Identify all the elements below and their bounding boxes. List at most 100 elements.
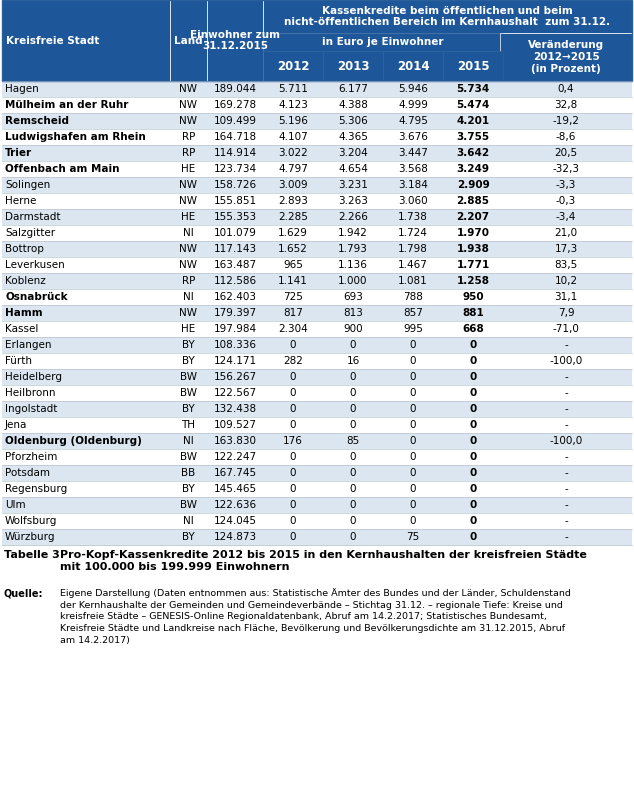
Text: 0: 0 <box>410 404 417 414</box>
Text: 31,1: 31,1 <box>554 292 578 302</box>
Bar <box>2 257 632 273</box>
Text: Darmstadt: Darmstadt <box>5 212 60 222</box>
Text: RP: RP <box>182 148 195 158</box>
Bar <box>383 51 443 81</box>
Text: 3.568: 3.568 <box>398 164 428 174</box>
Text: 0: 0 <box>290 468 296 478</box>
Bar <box>207 0 263 81</box>
Bar <box>2 129 632 145</box>
Bar <box>263 0 632 33</box>
Text: 0: 0 <box>469 340 477 350</box>
Text: BW: BW <box>180 388 197 398</box>
Text: 0: 0 <box>469 468 477 478</box>
Text: 124.045: 124.045 <box>214 516 257 526</box>
Text: 2.909: 2.909 <box>456 180 489 190</box>
Text: -: - <box>564 500 568 510</box>
Text: 1.738: 1.738 <box>398 212 428 222</box>
Text: HE: HE <box>181 324 196 334</box>
Text: NW: NW <box>179 196 198 206</box>
Text: 6.177: 6.177 <box>338 84 368 94</box>
Text: 123.734: 123.734 <box>214 164 257 174</box>
Text: Koblenz: Koblenz <box>5 276 46 286</box>
Text: Trier: Trier <box>5 148 32 158</box>
Text: 0: 0 <box>350 500 356 510</box>
Text: Fürth: Fürth <box>5 356 32 366</box>
Text: 1.798: 1.798 <box>398 244 428 254</box>
Text: 0,4: 0,4 <box>558 84 574 94</box>
Text: NI: NI <box>183 436 194 446</box>
Text: 0: 0 <box>290 420 296 430</box>
Text: 1.081: 1.081 <box>398 276 428 286</box>
Text: 1.938: 1.938 <box>456 244 489 254</box>
Text: 3.249: 3.249 <box>456 164 489 174</box>
Text: 0: 0 <box>410 436 417 446</box>
Text: 1.771: 1.771 <box>456 260 489 270</box>
Text: -: - <box>564 516 568 526</box>
Bar <box>2 193 632 209</box>
Text: Osnabrück: Osnabrück <box>5 292 68 302</box>
Text: Ulm: Ulm <box>5 500 25 510</box>
Text: 7,9: 7,9 <box>558 308 574 318</box>
Bar <box>2 353 632 369</box>
Text: 0: 0 <box>410 340 417 350</box>
Text: 5.474: 5.474 <box>456 100 489 110</box>
Text: 16: 16 <box>346 356 359 366</box>
Text: 788: 788 <box>403 292 423 302</box>
Text: 0: 0 <box>290 532 296 542</box>
Text: RP: RP <box>182 276 195 286</box>
Text: 17,3: 17,3 <box>554 244 578 254</box>
Text: Solingen: Solingen <box>5 180 50 190</box>
Text: 3.263: 3.263 <box>338 196 368 206</box>
Text: NI: NI <box>183 516 194 526</box>
Bar <box>2 97 632 113</box>
Text: NI: NI <box>183 228 194 238</box>
Text: 2.885: 2.885 <box>456 196 489 206</box>
Text: 0: 0 <box>410 452 417 462</box>
Text: Erlangen: Erlangen <box>5 340 51 350</box>
Text: 0: 0 <box>469 404 477 414</box>
Text: 0: 0 <box>469 420 477 430</box>
Text: 0: 0 <box>469 356 477 366</box>
Text: 0: 0 <box>410 484 417 494</box>
Text: 4.654: 4.654 <box>338 164 368 174</box>
Text: 189.044: 189.044 <box>214 84 257 94</box>
Text: 813: 813 <box>343 308 363 318</box>
Text: Quelle:: Quelle: <box>4 588 44 598</box>
Text: Einwohner zum
31.12.2015: Einwohner zum 31.12.2015 <box>190 29 280 52</box>
Text: 75: 75 <box>406 532 420 542</box>
Text: 1.258: 1.258 <box>456 276 489 286</box>
Text: Pforzheim: Pforzheim <box>5 452 57 462</box>
Text: 122.247: 122.247 <box>214 452 257 462</box>
Text: 965: 965 <box>283 260 303 270</box>
Text: RP: RP <box>182 132 195 142</box>
Text: 1.724: 1.724 <box>398 228 428 238</box>
Text: 995: 995 <box>403 324 423 334</box>
Text: 2.207: 2.207 <box>456 212 489 222</box>
Text: Kassenkredite beim öffentlichen und beim
nicht-öffentlichen Bereich im Kernhaush: Kassenkredite beim öffentlichen und beim… <box>285 6 611 27</box>
Text: 2.285: 2.285 <box>278 212 308 222</box>
Text: Eigene Darstellung (Daten entnommen aus: Statistische Ämter des Bundes und der L: Eigene Darstellung (Daten entnommen aus:… <box>60 588 571 645</box>
Bar <box>2 0 632 81</box>
Text: 1.467: 1.467 <box>398 260 428 270</box>
Text: 155.353: 155.353 <box>214 212 257 222</box>
Text: 10,2: 10,2 <box>555 276 578 286</box>
Text: 0: 0 <box>410 372 417 382</box>
Text: 4.795: 4.795 <box>398 116 428 126</box>
Text: 4.107: 4.107 <box>278 132 308 142</box>
Bar <box>2 401 632 417</box>
Text: 857: 857 <box>403 308 423 318</box>
Text: 0: 0 <box>290 452 296 462</box>
Text: -: - <box>564 420 568 430</box>
Text: 0: 0 <box>350 404 356 414</box>
Bar <box>2 497 632 513</box>
Text: 169.278: 169.278 <box>214 100 257 110</box>
Text: 21,0: 21,0 <box>555 228 578 238</box>
Text: 164.718: 164.718 <box>214 132 257 142</box>
Text: -100,0: -100,0 <box>550 436 583 446</box>
Text: BW: BW <box>180 452 197 462</box>
Text: Leverkusen: Leverkusen <box>5 260 65 270</box>
Text: 2012: 2012 <box>277 59 309 72</box>
Text: 900: 900 <box>343 324 363 334</box>
Text: NI: NI <box>183 292 194 302</box>
Text: 725: 725 <box>283 292 303 302</box>
